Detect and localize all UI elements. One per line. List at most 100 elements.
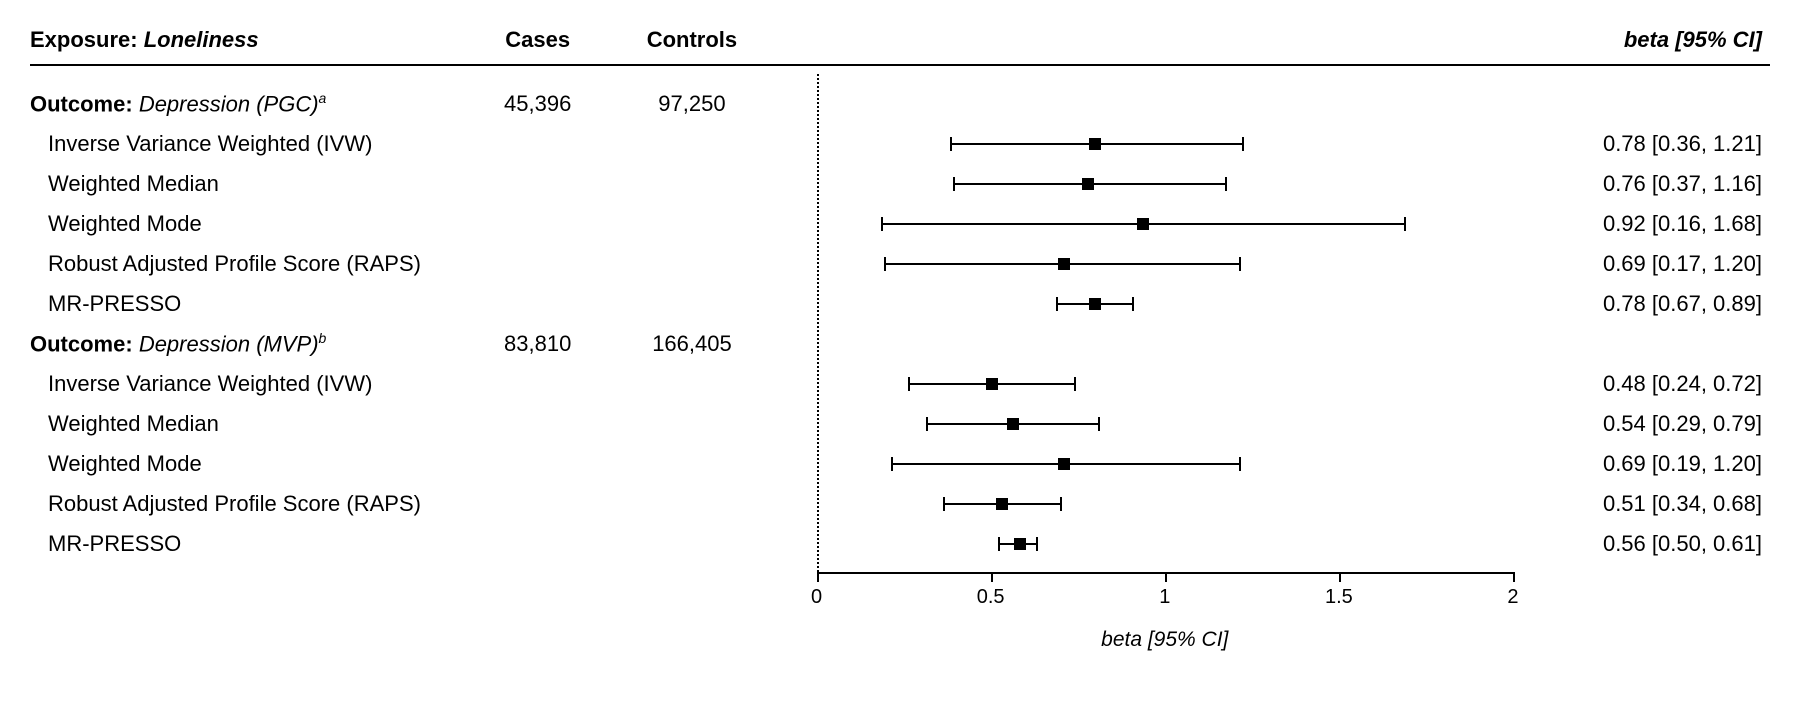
outcome-row: Outcome: Depression (PGC)a45,39697,250	[30, 84, 1770, 124]
plot-inner	[817, 84, 1513, 124]
stat-value: 0.69 [0.19, 1.20]	[1555, 451, 1770, 477]
ci-cap-left	[891, 457, 893, 471]
plot-cell	[787, 444, 1555, 484]
cases-value: 45,396	[468, 91, 607, 117]
stat-header: beta [95% CI]	[1553, 27, 1770, 53]
forest-body: Outcome: Depression (PGC)a45,39697,250In…	[30, 84, 1770, 564]
exposure-label: Exposure:	[30, 27, 138, 52]
outcome-label: Outcome: Depression (PGC)a	[30, 90, 468, 117]
plot-cell	[787, 244, 1555, 284]
plot-inner	[827, 484, 1515, 524]
header-row: Exposure: LonelinessCasesControlsbeta [9…	[30, 20, 1770, 60]
method-label: Weighted Median	[30, 411, 481, 437]
method-label: Robust Adjusted Profile Score (RAPS)	[30, 491, 481, 517]
plot-cell	[787, 284, 1555, 324]
x-tick-label: 0.5	[977, 586, 1005, 609]
outcome-row: Outcome: Depression (MVP)b83,810166,405	[30, 324, 1770, 364]
reference-line	[817, 74, 819, 572]
method-row: MR-PRESSO 0.56 [0.50, 0.61]	[30, 524, 1770, 564]
method-row: Inverse Variance Weighted (IVW) 0.78 [0.3…	[30, 124, 1770, 164]
stat-value: 0.78 [0.36, 1.21]	[1555, 131, 1770, 157]
outcome-name: Depression (PGC)	[139, 92, 319, 117]
point-marker	[1137, 218, 1149, 230]
cases-header: Cases	[468, 27, 607, 53]
ci-cap-right	[1098, 417, 1100, 431]
point-marker	[986, 378, 998, 390]
x-tick-label: 2	[1507, 586, 1518, 609]
stat-value: 0.56 [0.50, 0.61]	[1555, 531, 1770, 557]
method-label: MR-PRESSO	[30, 531, 481, 557]
method-label: Inverse Variance Weighted (IVW)	[30, 131, 481, 157]
x-tick	[991, 572, 993, 582]
axis-inner: 00.511.52	[817, 564, 1513, 624]
plot-inner	[827, 404, 1515, 444]
method-row: Weighted Median 0.54 [0.29, 0.79]	[30, 404, 1770, 444]
controls-value: 166,405	[607, 331, 776, 357]
ci-cap-right	[1060, 497, 1062, 511]
stat-value: 0.92 [0.16, 1.68]	[1555, 211, 1770, 237]
plot-inner	[827, 124, 1515, 164]
x-axis-title: beta [95% CI]	[1101, 628, 1228, 652]
method-row: MR-PRESSO 0.78 [0.67, 0.89]	[30, 284, 1770, 324]
ci-cap-right	[1239, 257, 1241, 271]
x-tick	[1165, 572, 1167, 582]
x-tick	[1339, 572, 1341, 582]
axis-row: 00.511.52	[30, 564, 1770, 624]
ci-cap-left	[1056, 297, 1058, 311]
x-tick	[817, 572, 819, 582]
plot-inner	[827, 204, 1515, 244]
ci-cap-left	[998, 537, 1000, 551]
outcome-prefix: Outcome:	[30, 332, 133, 357]
plot-cell	[787, 524, 1555, 564]
method-row: Robust Adjusted Profile Score (RAPS)0.69…	[30, 244, 1770, 284]
ci-cap-left	[950, 137, 952, 151]
ci-cap-left	[881, 217, 883, 231]
controls-value: 97,250	[607, 91, 776, 117]
cases-value: 83,810	[468, 331, 607, 357]
ci-cap-left	[884, 257, 886, 271]
plot-cell	[787, 164, 1555, 204]
point-marker	[1089, 298, 1101, 310]
outcome-superscript: a	[319, 90, 327, 106]
point-marker	[1089, 138, 1101, 150]
exposure-value: Loneliness	[144, 27, 259, 52]
plot-cell	[777, 84, 1553, 124]
method-label: Weighted Median	[30, 171, 481, 197]
ci-cap-right	[1225, 177, 1227, 191]
method-row: Robust Adjusted Profile Score (RAPS)0.51…	[30, 484, 1770, 524]
stat-value: 0.78 [0.67, 0.89]	[1555, 291, 1770, 317]
controls-header: Controls	[607, 27, 776, 53]
plot-inner	[827, 364, 1515, 404]
point-marker	[1014, 538, 1026, 550]
point-marker	[1007, 418, 1019, 430]
plot-inner	[827, 284, 1515, 324]
plot-cell	[787, 124, 1555, 164]
axis-plot-cell: 00.511.52	[777, 564, 1553, 624]
method-label: Robust Adjusted Profile Score (RAPS)	[30, 251, 481, 277]
ci-cap-left	[943, 497, 945, 511]
stat-value: 0.54 [0.29, 0.79]	[1555, 411, 1770, 437]
plot-header-spacer	[777, 20, 1553, 60]
method-label: MR-PRESSO	[30, 291, 481, 317]
stat-value: 0.48 [0.24, 0.72]	[1555, 371, 1770, 397]
plot-cell	[787, 404, 1555, 444]
plot-cell	[777, 324, 1553, 364]
plot-inner	[827, 244, 1515, 284]
method-label: Weighted Mode	[30, 211, 481, 237]
method-row: Weighted Median 0.76 [0.37, 1.16]	[30, 164, 1770, 204]
ci-cap-right	[1036, 537, 1038, 551]
stat-value: 0.76 [0.37, 1.16]	[1555, 171, 1770, 197]
plot-inner	[817, 324, 1513, 364]
plot-cell	[787, 364, 1555, 404]
plot-cell	[787, 484, 1555, 524]
ci-cap-left	[908, 377, 910, 391]
plot-inner	[827, 444, 1515, 484]
method-label: Weighted Mode	[30, 451, 481, 477]
ci-cap-right	[1242, 137, 1244, 151]
method-row: Weighted Mode 0.92 [0.16, 1.68]	[30, 204, 1770, 244]
plot-cell	[787, 204, 1555, 244]
ci-cap-right	[1132, 297, 1134, 311]
ci-cap-left	[953, 177, 955, 191]
ci-cap-right	[1074, 377, 1076, 391]
exposure-header: Exposure: Loneliness	[30, 27, 468, 53]
